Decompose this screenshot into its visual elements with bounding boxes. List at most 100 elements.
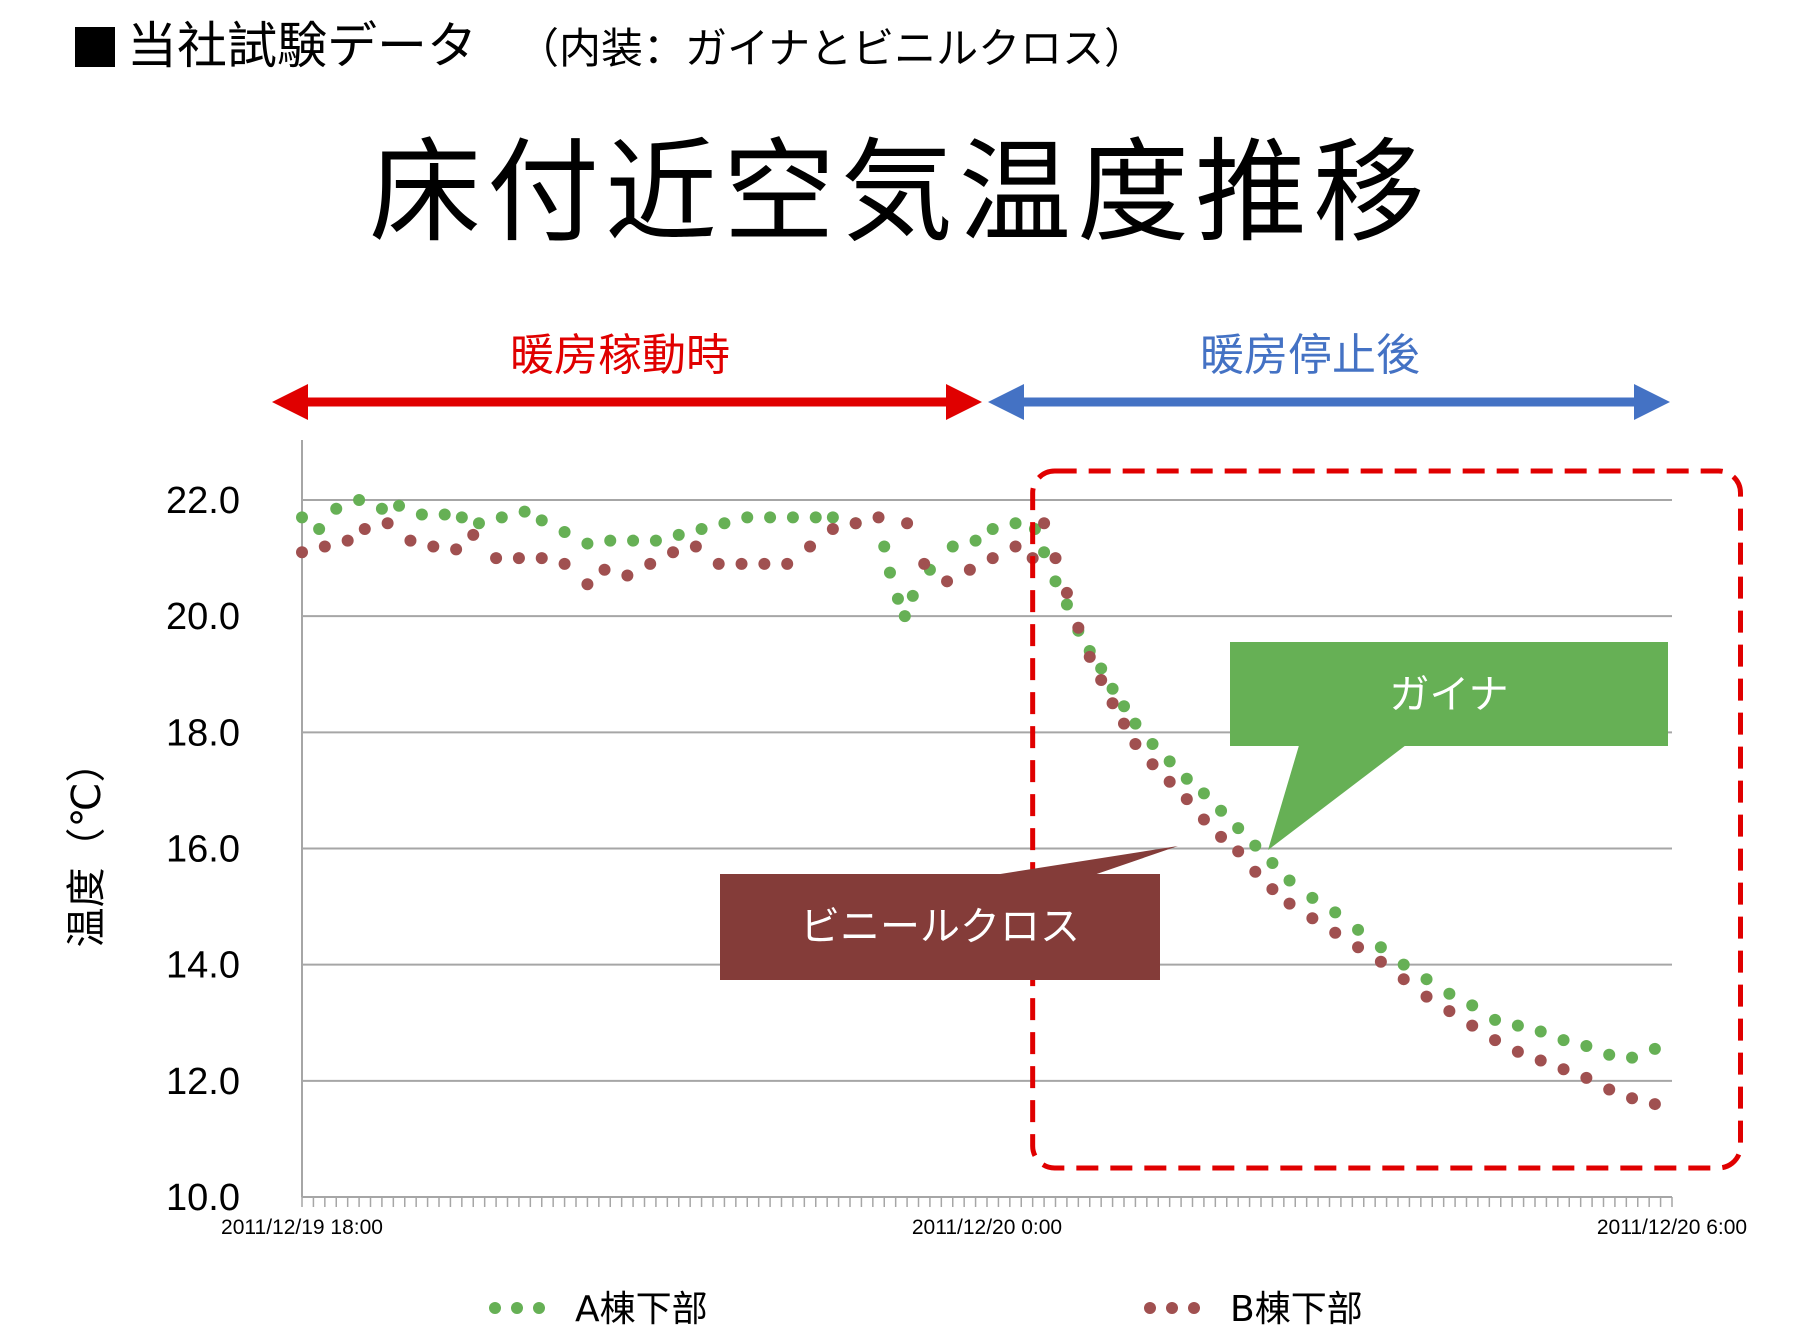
data-point [963,563,976,576]
data-point [718,517,731,530]
data-point [1511,1019,1524,1032]
data-point [581,537,594,550]
data-point [1306,891,1319,904]
legend-marker [511,1302,523,1314]
legend-label: A棟下部 [575,1289,708,1330]
y-tick-label: 16.0 [166,829,240,871]
data-point [1397,958,1410,971]
data-point [1095,674,1108,687]
data-point [1009,540,1022,553]
data-point [1534,1054,1547,1067]
data-point [826,511,839,524]
data-point [1420,990,1433,1003]
data-point [1443,1005,1456,1018]
data-point [1197,813,1210,826]
data-point [804,540,817,553]
x-tick-label: 2011/12/20 6:00 [1597,1216,1747,1239]
data-point [1534,1025,1547,1038]
data-point [1106,682,1119,695]
heading-sub: （内装：ガイナとビニルクロス） [517,24,1147,73]
data-point [1557,1034,1570,1047]
data-point [1580,1039,1593,1052]
data-point [1146,737,1159,750]
y-tick-label: 22.0 [166,480,240,522]
data-point [518,505,531,518]
data-point [467,528,480,541]
data-point [1072,621,1085,634]
y-tick-label: 20.0 [166,596,240,638]
data-point [826,523,839,536]
data-point [1180,793,1193,806]
data-point [438,508,451,521]
data-point [535,514,548,527]
data-point [598,563,611,576]
y-tick-label: 12.0 [166,1061,240,1103]
data-point [1146,758,1159,771]
data-point [490,552,503,565]
stopped-arrow-right-head-icon [1634,384,1670,420]
data-point [353,494,366,506]
legend-label: B棟下部 [1230,1289,1363,1330]
data-point [1163,775,1176,788]
data-point [1466,999,1479,1012]
data-point [472,517,485,530]
heating-arrow-left-head-icon [272,384,308,420]
phase-heating-label: 暖房稼動時 [510,330,730,381]
data-point [1648,1042,1661,1055]
y-tick-label: 14.0 [166,945,240,987]
data-point [1266,857,1279,870]
slide-heading: 当社試験データ （内装：ガイナとビニルクロス） [75,14,1146,81]
data-point [535,552,548,565]
data-point [901,517,914,530]
data-point [695,523,708,536]
data-point [741,511,754,524]
data-point [296,546,308,559]
callout-gaina-box [1230,642,1668,746]
data-point [1557,1063,1570,1076]
data-point [1329,926,1342,939]
data-point [1648,1098,1661,1111]
legend-marker [1166,1302,1178,1314]
data-point [644,557,657,570]
data-point [1180,772,1193,785]
data-point [1283,874,1296,887]
data-point [712,557,725,570]
data-point [1060,598,1073,611]
chart-title: 床付近空気温度推移 [369,128,1431,258]
data-point [330,502,343,515]
data-point [604,534,617,547]
data-point [1106,697,1119,710]
callout-gaina-label: ガイナ [1389,672,1508,718]
data-point [986,552,999,565]
legend-marker [1144,1302,1156,1314]
data-point [1374,941,1387,954]
data-point [1197,787,1210,800]
square-bullet-icon [75,27,115,67]
data-point [667,546,680,559]
y-tick-label: 18.0 [166,712,240,754]
data-point [764,511,777,524]
data-point [1603,1083,1616,1096]
y-tick-label: 10.0 [166,1177,240,1219]
data-point [1215,804,1228,817]
data-point [883,566,896,579]
gridlines [302,499,1672,1082]
data-point [1466,1019,1479,1032]
callout-vinyl-box [720,874,1160,980]
data-point [649,534,662,547]
data-point [1038,517,1051,530]
heading-main: 当社試験データ [127,17,477,75]
data-point [1511,1045,1524,1058]
data-point [689,540,702,553]
data-point [341,534,354,547]
data-point [786,511,799,524]
data-point [1626,1051,1639,1064]
data-point [672,528,685,541]
data-point [758,557,771,570]
data-point [1306,912,1319,925]
data-point [1374,955,1387,968]
y-tick-labels: 10.0 12.0 14.0 16.0 18.0 20.0 22.0 [166,480,240,1219]
data-point [872,511,885,524]
data-point [1580,1071,1593,1084]
phase-stopped: 暖房停止後 [988,330,1670,420]
